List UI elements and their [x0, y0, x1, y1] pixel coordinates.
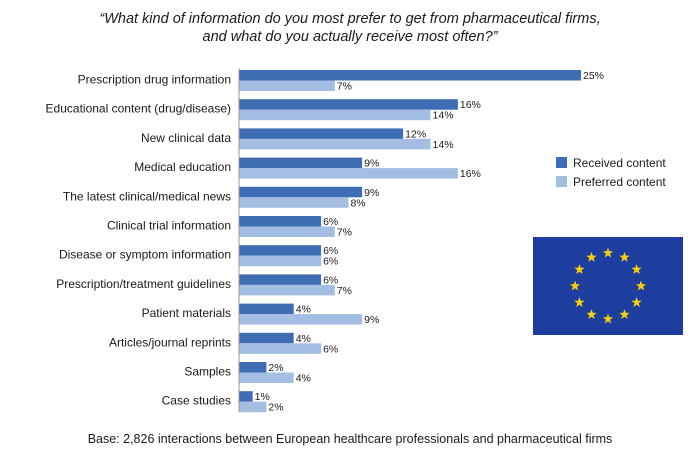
bar-preferred [239, 401, 267, 413]
data-label-received: 2% [268, 362, 283, 374]
data-label-received: 4% [296, 333, 311, 345]
category-label: Case studies [162, 394, 231, 408]
flag-star [631, 297, 642, 307]
data-label-preferred: 7% [337, 285, 352, 297]
bar-preferred [239, 284, 335, 296]
bar-received [239, 99, 458, 110]
legend-label-preferred: Preferred content [573, 175, 666, 189]
data-label-preferred: 14% [433, 110, 454, 122]
category-label: Clinical trial information [107, 219, 231, 233]
chart-title-line-1: “What kind of information do you most pr… [99, 11, 601, 27]
flag-star [631, 264, 642, 274]
data-label-received: 1% [255, 391, 270, 403]
flag-star [574, 264, 585, 274]
flag-star [635, 280, 647, 291]
bar-received [239, 274, 322, 285]
flag-star [586, 309, 597, 320]
data-label-received: 25% [583, 70, 604, 82]
data-label-received: 16% [460, 99, 481, 111]
data-label-preferred: 4% [296, 373, 311, 385]
category-label: Patient materials [142, 306, 231, 320]
bar-preferred [239, 314, 363, 325]
category-label: Educational content (drug/disease) [46, 102, 231, 116]
flag-star [602, 313, 614, 324]
data-label-preferred: 8% [350, 197, 365, 209]
legend-swatch-preferred [556, 176, 567, 187]
category-label: Medical education [134, 160, 231, 174]
data-label-received: 6% [323, 216, 338, 228]
data-label-received: 9% [364, 158, 379, 170]
bar-preferred [239, 372, 294, 383]
footnote: Base: 2,826 interactions between Europea… [87, 432, 613, 446]
bar-preferred [239, 197, 349, 208]
data-label-received: 4% [296, 304, 311, 316]
bar-received [239, 128, 404, 139]
bar-preferred [239, 80, 335, 91]
bar-received [239, 157, 363, 169]
bar-received [239, 245, 322, 256]
data-label-preferred: 9% [364, 314, 379, 326]
data-label-preferred: 6% [323, 256, 338, 268]
data-label-preferred: 6% [323, 343, 338, 355]
bar-received [239, 70, 581, 81]
category-label: Prescription/treatment guidelines [56, 277, 231, 291]
bar-preferred [239, 168, 458, 179]
flag-star [569, 280, 581, 291]
bar-received [239, 332, 294, 344]
bar-received [239, 362, 267, 373]
category-label: Articles/journal reprints [109, 335, 231, 349]
flag-star [619, 309, 630, 320]
category-label: New clinical data [141, 131, 231, 145]
flag-star [619, 251, 630, 262]
bar-received [239, 186, 363, 198]
data-label-received: 6% [323, 245, 338, 257]
data-label-preferred: 14% [433, 139, 454, 151]
category-label: The latest clinical/medical news [63, 189, 231, 203]
flag-star [602, 247, 614, 258]
category-label: Disease or symptom information [59, 248, 231, 262]
data-label-received: 6% [323, 274, 338, 286]
legend-item-received: Received content [556, 156, 666, 170]
flag-star [586, 251, 597, 262]
bar-received [239, 303, 294, 315]
category-label: Samples [184, 365, 231, 379]
data-label-preferred: 16% [460, 168, 481, 180]
bar-preferred [239, 109, 431, 121]
bar-preferred [239, 255, 322, 267]
eu-flag-icon [533, 237, 683, 335]
bar-received [239, 391, 253, 402]
legend-label-received: Received content [573, 156, 666, 170]
bar-preferred [239, 343, 322, 354]
data-label-preferred: 7% [337, 227, 352, 239]
data-label-received: 12% [405, 128, 426, 140]
data-label-received: 9% [364, 187, 379, 199]
bar-received [239, 216, 322, 227]
chart-title-line-2: and what do you actually receive most of… [202, 29, 498, 45]
legend-swatch-received [556, 157, 567, 168]
bar-preferred [239, 138, 431, 150]
data-label-preferred: 7% [337, 81, 352, 93]
flag-star [574, 297, 585, 307]
data-label-preferred: 2% [268, 402, 283, 414]
bar-preferred [239, 226, 335, 237]
legend-item-preferred: Preferred content [556, 175, 666, 189]
category-label: Prescription drug information [78, 73, 231, 87]
